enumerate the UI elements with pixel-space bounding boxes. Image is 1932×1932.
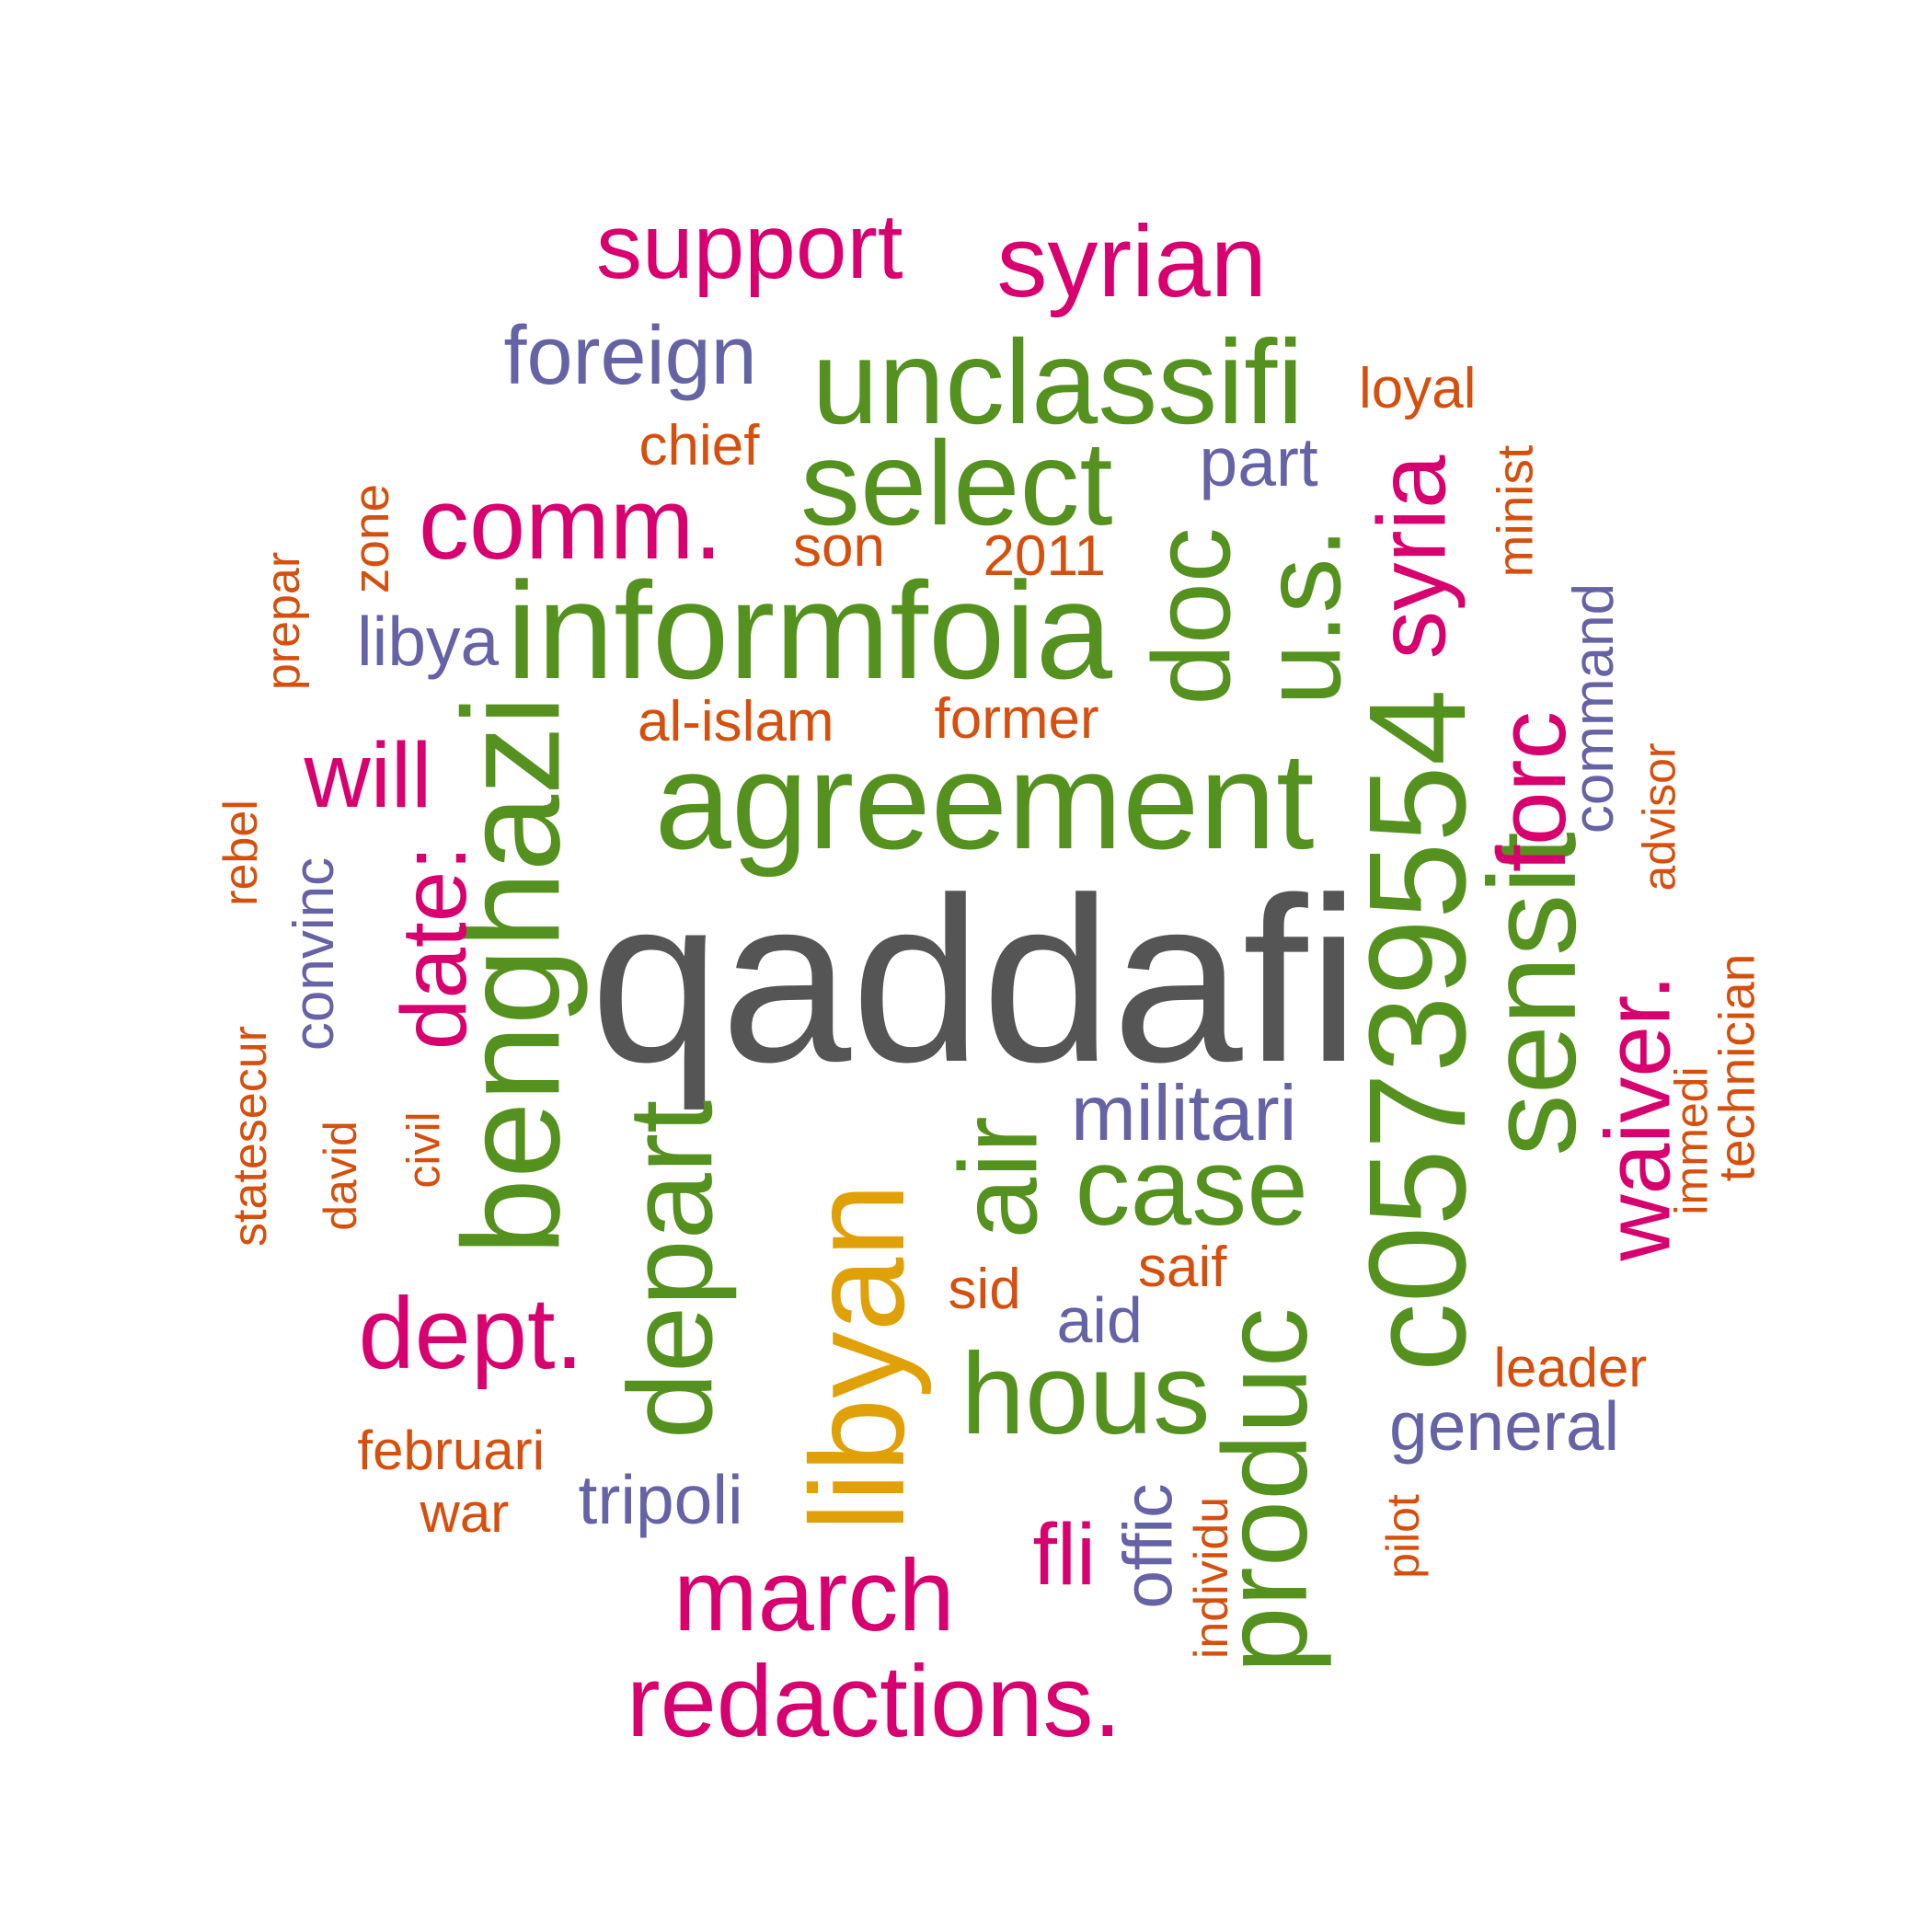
word-2011: 2011	[983, 524, 1106, 588]
word-support: support	[596, 195, 903, 298]
word-hous: hous	[960, 1329, 1211, 1458]
word-will: will	[304, 724, 432, 827]
word-zone: zone	[341, 483, 399, 593]
word-u-s: u.s.	[1240, 527, 1364, 706]
word-doc: doc	[1130, 527, 1254, 706]
word-libyan: libyan	[782, 1182, 932, 1532]
word-offic: offic	[1109, 1482, 1187, 1609]
word-david: david	[314, 1121, 366, 1231]
word-libya: libya	[357, 602, 500, 680]
word-statesecur: statesecur	[223, 1026, 277, 1247]
word-foreign: foreign	[503, 310, 757, 402]
word-dept: dept.	[358, 1277, 584, 1390]
word-fli: fli	[1032, 1505, 1097, 1604]
word-technician: technician	[1708, 953, 1765, 1181]
word-redactions: redactions.	[627, 1645, 1122, 1758]
word-prepar: prepar	[257, 551, 311, 691]
word-syrian: syrian	[996, 205, 1267, 318]
word-chief: chief	[638, 414, 760, 477]
word-sensit: sensit	[1462, 831, 1602, 1156]
word-minist: minist	[1486, 444, 1544, 577]
word-agreement: agreement	[654, 723, 1315, 878]
word-date: date:	[383, 845, 487, 1051]
word-saif: saif	[1138, 1236, 1227, 1299]
word-immedi: immedi	[1665, 1066, 1718, 1215]
word-former: former	[934, 687, 1099, 751]
word-general: general	[1389, 1386, 1620, 1465]
word-aid: aid	[1056, 1284, 1143, 1356]
word-convinc: convinc	[282, 857, 347, 1052]
word-air: air	[937, 1116, 1061, 1239]
word-part: part	[1199, 422, 1318, 500]
word-militari: militari	[1071, 1069, 1297, 1157]
word-februari: februari	[357, 1420, 545, 1481]
word-pilot: pilot	[1376, 1494, 1429, 1579]
word-rebel: rebel	[213, 799, 268, 906]
word-individu: individu	[1185, 1496, 1239, 1660]
word-qaddafi: qaddafi	[590, 848, 1361, 1111]
word-sid: sid	[948, 1258, 1021, 1321]
word-select: select	[800, 416, 1113, 550]
word-depart: depart	[602, 1099, 737, 1440]
word-leader: leader	[1493, 1337, 1648, 1398]
word-syria: syria	[1358, 454, 1466, 659]
word-advisor: advisor	[1633, 742, 1685, 891]
word-unclassifi: unclassifi	[811, 315, 1305, 449]
word-tripoli: tripoli	[578, 1460, 743, 1538]
word-command: command	[1562, 582, 1627, 834]
word-war: war	[420, 1482, 510, 1544]
word-loyal: loyal	[1359, 357, 1477, 420]
word-informfoia: informfoia	[506, 553, 1113, 707]
word-al-islam: al-islam	[638, 690, 834, 753]
word-comm: comm.	[419, 467, 722, 581]
word-case: case	[1075, 1125, 1308, 1248]
word-son: son	[793, 515, 885, 579]
word-march: march	[673, 1539, 955, 1652]
word-civil: civil	[397, 1111, 450, 1189]
